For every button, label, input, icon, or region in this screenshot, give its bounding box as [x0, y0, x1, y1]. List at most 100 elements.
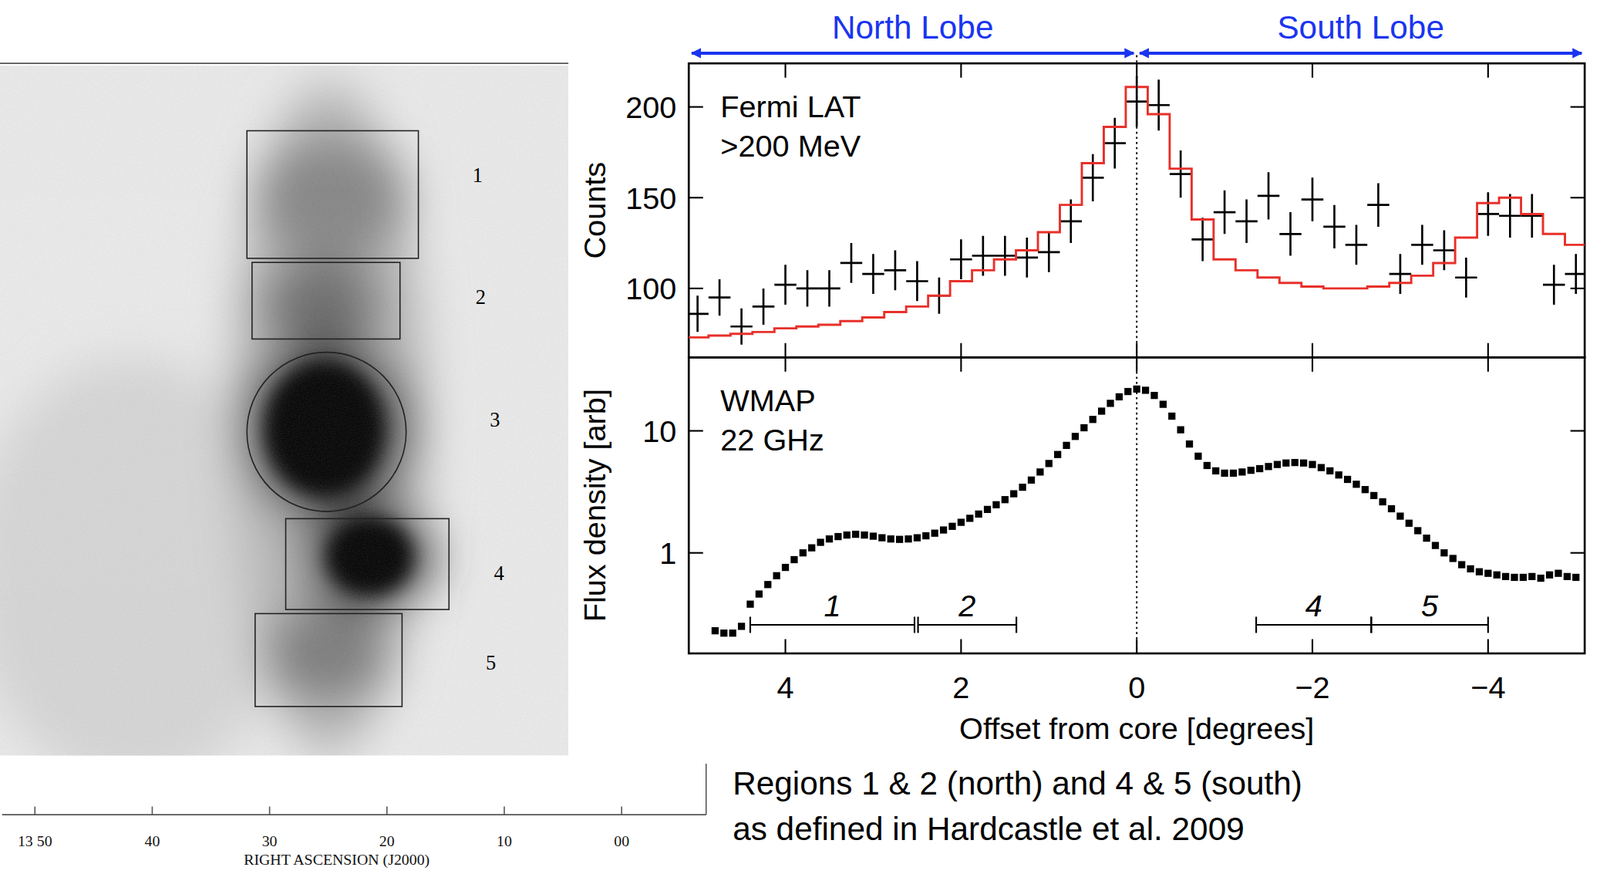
data-point — [1103, 117, 1126, 169]
data-point — [1361, 485, 1369, 493]
data-point — [1150, 391, 1158, 399]
x-tick — [1135, 357, 1138, 372]
x-tick — [784, 343, 786, 358]
data-point — [1411, 225, 1433, 266]
region-box — [255, 613, 403, 706]
data-point — [1352, 480, 1360, 488]
y-tick — [688, 552, 704, 554]
region-label: 2 — [957, 588, 976, 623]
data-point — [1502, 572, 1510, 580]
ra-axis-title: RIGHT ASCENSION (J2000) — [243, 850, 430, 869]
data-point — [799, 549, 807, 556]
x-tick — [1135, 639, 1138, 654]
data-point — [1062, 441, 1070, 449]
image-frame — [0, 62, 569, 64]
data-point — [1177, 426, 1185, 434]
data-point — [1159, 400, 1167, 408]
x-tick — [1487, 357, 1489, 372]
y-tick — [1570, 429, 1586, 432]
data-point — [737, 622, 745, 630]
data-point — [913, 533, 921, 541]
data-point — [720, 629, 728, 637]
radio-image — [0, 65, 569, 756]
data-point — [774, 264, 796, 305]
y-tick-label: 100 — [625, 271, 677, 306]
ra-tick-label: 30 — [262, 832, 278, 849]
y-axis-title: Counts — [577, 161, 612, 260]
data-point — [1229, 469, 1237, 477]
data-point — [993, 235, 1016, 277]
data-point — [1027, 476, 1035, 484]
data-point — [1203, 461, 1211, 469]
x-tick — [1487, 639, 1489, 654]
data-point — [1449, 554, 1457, 562]
data-point — [1235, 199, 1257, 243]
data-point — [1546, 571, 1553, 579]
data-point — [1133, 385, 1141, 393]
region-label: 1 — [823, 588, 841, 623]
data-point — [1572, 573, 1580, 581]
y-tick-label: 1 — [659, 535, 677, 570]
y-tick — [688, 287, 704, 290]
data-point — [1037, 232, 1060, 273]
data-point — [1387, 505, 1395, 512]
data-point — [887, 535, 895, 543]
data-point — [1220, 469, 1228, 477]
data-point — [1493, 571, 1501, 579]
y-tick — [688, 106, 704, 108]
ra-tick — [151, 806, 154, 816]
data-point — [840, 242, 863, 283]
caption: as defined in Hardcastle et al. 2009 — [732, 810, 1245, 847]
data-point — [1036, 468, 1044, 475]
data-point — [1247, 466, 1255, 474]
lobe-arrow — [691, 51, 1134, 55]
region-label: 1 — [472, 163, 483, 187]
ra-tick-label: 20 — [379, 832, 395, 849]
y-tick-label: 10 — [642, 414, 677, 448]
data-point — [1326, 467, 1334, 475]
data-point — [884, 249, 907, 290]
x-tick — [784, 639, 786, 654]
data-point — [796, 269, 819, 307]
core-line — [1135, 55, 1138, 654]
x-tick — [1311, 639, 1314, 654]
data-point — [1510, 573, 1518, 581]
model-step-line — [688, 87, 1585, 338]
data-point — [1466, 565, 1474, 573]
data-point — [1565, 253, 1586, 294]
y-tick — [1570, 196, 1586, 199]
data-point — [1212, 467, 1220, 475]
data-point — [755, 589, 763, 597]
data-point — [808, 544, 816, 552]
y-tick — [1570, 552, 1586, 554]
x-tick — [960, 357, 962, 372]
data-point — [1405, 519, 1413, 527]
data-point — [983, 505, 991, 513]
data-point — [1106, 399, 1114, 407]
data-point — [1191, 217, 1213, 261]
data-point — [1554, 569, 1562, 577]
data-point — [843, 531, 851, 539]
x-tick — [1487, 63, 1489, 78]
data-point — [939, 525, 947, 533]
data-point — [906, 261, 928, 302]
data-point — [818, 269, 840, 307]
data-point — [1238, 468, 1246, 475]
region-box — [246, 130, 418, 258]
data-point — [1081, 154, 1104, 202]
data-point — [834, 532, 842, 540]
x-tick-label: 4 — [777, 670, 795, 704]
data-point — [1291, 458, 1299, 466]
data-point — [764, 580, 772, 588]
data-point — [1477, 192, 1499, 236]
data-point — [1422, 534, 1430, 542]
data-point — [1273, 461, 1281, 469]
data-point — [1414, 526, 1422, 534]
x-axis-title: Offset from core [degrees] — [959, 710, 1314, 745]
data-point — [1257, 171, 1280, 219]
data-point — [1455, 257, 1477, 298]
data-point — [1519, 573, 1527, 581]
ra-tick-label: 40 — [144, 832, 161, 849]
x-tick-label: −4 — [1470, 670, 1506, 704]
data-point — [1098, 407, 1105, 415]
